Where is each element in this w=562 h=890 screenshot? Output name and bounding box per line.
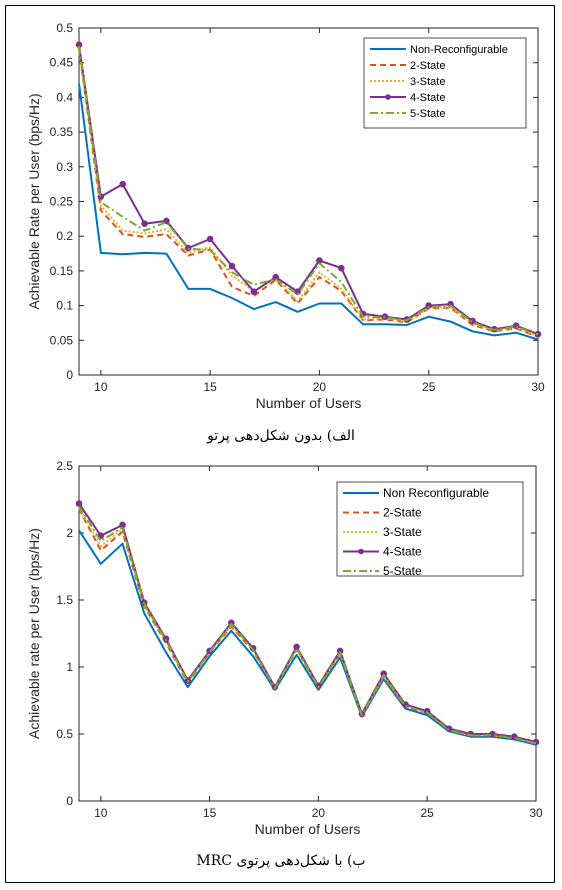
- y-tick-label: 0.2: [56, 229, 73, 243]
- y-tick-label: 0.5: [56, 727, 73, 741]
- y-tick-label: 0: [66, 368, 73, 382]
- legend-marker: [358, 548, 364, 555]
- y-tick-label: 1.5: [56, 593, 73, 607]
- y-axis-label: Achievable rate per User (bps/Hz): [26, 528, 42, 739]
- y-tick-label: 0.05: [50, 333, 74, 347]
- x-axis-label: Number of Users: [255, 821, 361, 837]
- legend-entry: 4-State: [383, 545, 422, 559]
- y-tick-label: 0.15: [50, 264, 74, 278]
- legend-entry: 2-State: [410, 60, 445, 72]
- x-tick-label: 10: [94, 806, 108, 820]
- x-tick-label: 25: [421, 806, 435, 820]
- legend-entry: 2-State: [383, 506, 422, 520]
- data-point-marker: [206, 235, 214, 243]
- legend-marker: [385, 94, 391, 100]
- data-point-marker: [75, 500, 83, 507]
- x-axis-label: Number of Users: [256, 395, 362, 411]
- data-point-marker: [141, 220, 148, 228]
- x-tick-label: 10: [94, 380, 108, 394]
- data-point-marker: [228, 262, 236, 270]
- series-line-non-reconfigurable: [78, 83, 539, 341]
- data-point-marker: [293, 643, 300, 651]
- legend-entry: 5-State: [410, 108, 445, 120]
- figure-frame: [5, 5, 555, 883]
- y-tick-label: 2: [66, 526, 73, 540]
- legend: Non Reconfigurable 2-State 3-State 4-State 5…: [336, 481, 524, 578]
- y-tick-label: 1: [66, 660, 73, 674]
- y-tick-label: 0.5: [56, 21, 73, 35]
- data-point-marker: [337, 264, 345, 272]
- y-axis-label: Achievable Rate per User (bps/Hz): [26, 93, 42, 309]
- legend-entry: 5-State: [383, 564, 422, 578]
- y-tick-label: 0.3: [56, 160, 73, 174]
- x-tick-label: 20: [313, 380, 327, 394]
- legend-box: [336, 481, 524, 577]
- y-tick-label: 0.45: [50, 56, 74, 70]
- caption-bottom: ب) با شکل‌دهی پرتوی MRC: [196, 853, 366, 869]
- chart-without-beamforming: 0 0.05 0.1 0.15 0.2 0.25 0.3 0.35 0.4 0.45 0.5 10 15…: [26, 21, 545, 411]
- x-tick-label: 20: [312, 806, 326, 820]
- x-tick-label: 30: [531, 380, 545, 394]
- legend-entry: Non-Reconfigurable: [410, 44, 508, 56]
- y-tick-label: 0.1: [56, 299, 73, 313]
- y-tick-label: 0.35: [50, 125, 74, 139]
- x-tick-label: 30: [529, 806, 543, 820]
- data-point-marker: [250, 288, 258, 296]
- x-tick-label: 15: [203, 380, 217, 394]
- x-tick-label: 25: [422, 380, 436, 394]
- legend-entry: 4-State: [410, 92, 445, 104]
- y-tick-label: 0: [66, 794, 73, 808]
- series-line-non-reconfigurable: [78, 529, 537, 746]
- legend-entry: Non Reconfigurable: [383, 486, 489, 500]
- series-line-3-state: [78, 50, 539, 338]
- data-point-marker: [445, 725, 453, 732]
- series-line-5-state: [78, 505, 537, 745]
- y-tick-label: 2.5: [56, 459, 73, 473]
- y-tick-label: 0.25: [50, 195, 74, 209]
- legend-entry: 3-State: [410, 76, 445, 88]
- y-tick-label: 0.4: [56, 90, 73, 104]
- legend-entry: 3-State: [383, 525, 422, 539]
- caption-top: الف) بدون شکل‌دهی پرتو: [207, 428, 355, 444]
- legend: Non-Reconfigurable 2-State 3-State 4-State 5…: [363, 37, 527, 129]
- series-line-4-state: [78, 44, 539, 336]
- data-point-marker: [119, 180, 127, 188]
- data-point-marker: [489, 730, 496, 738]
- x-tick-label: 15: [203, 806, 217, 820]
